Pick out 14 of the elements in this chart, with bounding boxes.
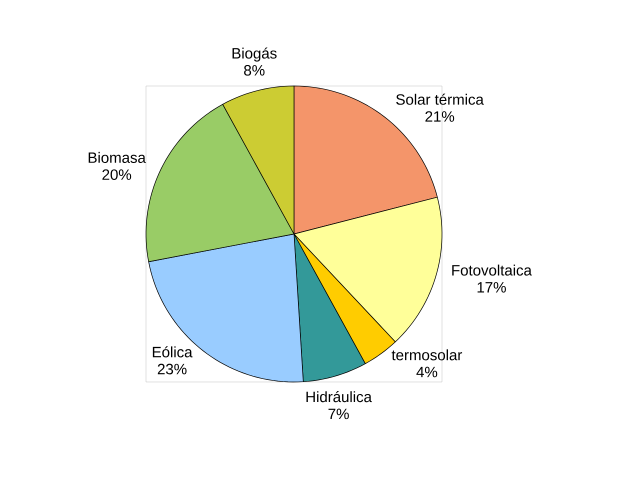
slice-label: Biomasa xyxy=(88,152,146,163)
slice-label: termosolar xyxy=(392,349,462,360)
data-label: 21% xyxy=(425,111,454,122)
data-label: 17% xyxy=(478,282,506,293)
slice-label: Fotovoltaica xyxy=(452,264,532,276)
data-label: 4% xyxy=(416,366,438,378)
data-label: 8% xyxy=(244,65,265,76)
slice-label: Hidráulica xyxy=(306,391,372,402)
data-label: 20% xyxy=(102,169,132,180)
data-label: 7% xyxy=(328,408,349,420)
slice-label: Eólica xyxy=(152,346,193,358)
data-label: 23% xyxy=(158,364,187,374)
slice-label: Solar térmica xyxy=(396,94,484,105)
slice-label: Biogás xyxy=(232,47,277,62)
